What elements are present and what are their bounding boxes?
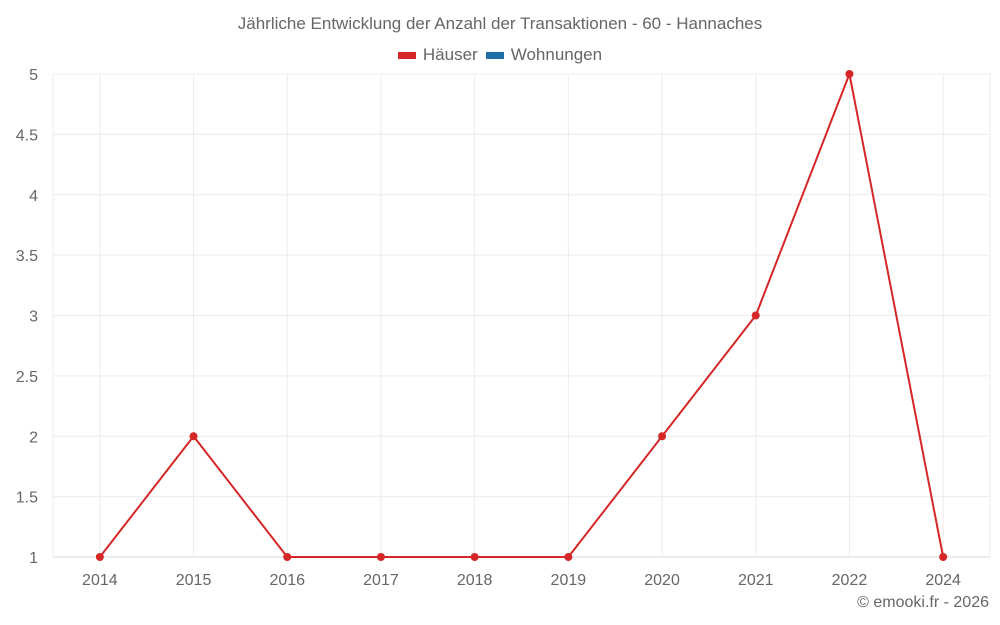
y-tick-label: 2 [29,429,38,446]
legend-item-wohnungen[interactable]: Wohnungen [485,45,603,65]
data-point[interactable] [564,553,573,561]
data-point[interactable] [376,553,385,561]
grid-lines [52,73,991,558]
legend-label-wohnungen: Wohnungen [510,45,603,64]
y-axis: 1 1.5 2 2.5 3 3.5 4 4.5 5 [16,67,38,567]
legend-label-haeuser: Häuser [422,45,478,64]
y-tick-label: 5 [29,67,38,84]
x-tick-label: 2014 [82,572,118,589]
legend: Häuser Wohnungen [0,45,1000,65]
data-point[interactable] [751,311,760,320]
series-haeuser [95,70,948,561]
y-tick-label: 2.5 [16,369,38,386]
x-tick-label: 2024 [925,572,961,589]
data-point[interactable] [470,553,479,561]
x-tick-label: 2015 [176,572,212,589]
x-tick-label: 2018 [457,572,493,589]
x-tick-label: 2021 [738,572,774,589]
y-tick-label: 1 [29,550,38,567]
data-point[interactable] [658,432,667,441]
data-point[interactable] [95,553,104,561]
x-tick-label: 2017 [363,572,399,589]
y-tick-label: 4 [29,188,38,205]
legend-swatch-wohnungen-icon [485,51,504,59]
y-tick-label: 1.5 [16,490,38,507]
data-point[interactable] [939,553,948,561]
chart-title: Jährliche Entwicklung der Anzahl der Tra… [237,14,763,33]
legend-swatch-haeuser-icon [397,51,416,59]
x-tick-label: 2020 [644,572,680,589]
data-point[interactable] [283,553,292,561]
legend-item-haeuser[interactable]: Häuser [397,45,478,65]
y-tick-label: 3 [29,309,38,326]
data-point[interactable] [845,70,854,78]
data-point[interactable] [189,432,198,441]
x-axis: 2014 2015 2016 2017 2018 2019 2020 2021 2022 2024 [82,572,961,589]
copyright-credit: © emooki.fr - 2026 [857,594,989,611]
y-tick-label: 3.5 [16,248,38,265]
y-tick-label: 4.5 [16,127,38,144]
x-tick-label: 2019 [551,572,587,589]
x-tick-label: 2022 [832,572,868,589]
x-tick-label: 2016 [269,572,305,589]
